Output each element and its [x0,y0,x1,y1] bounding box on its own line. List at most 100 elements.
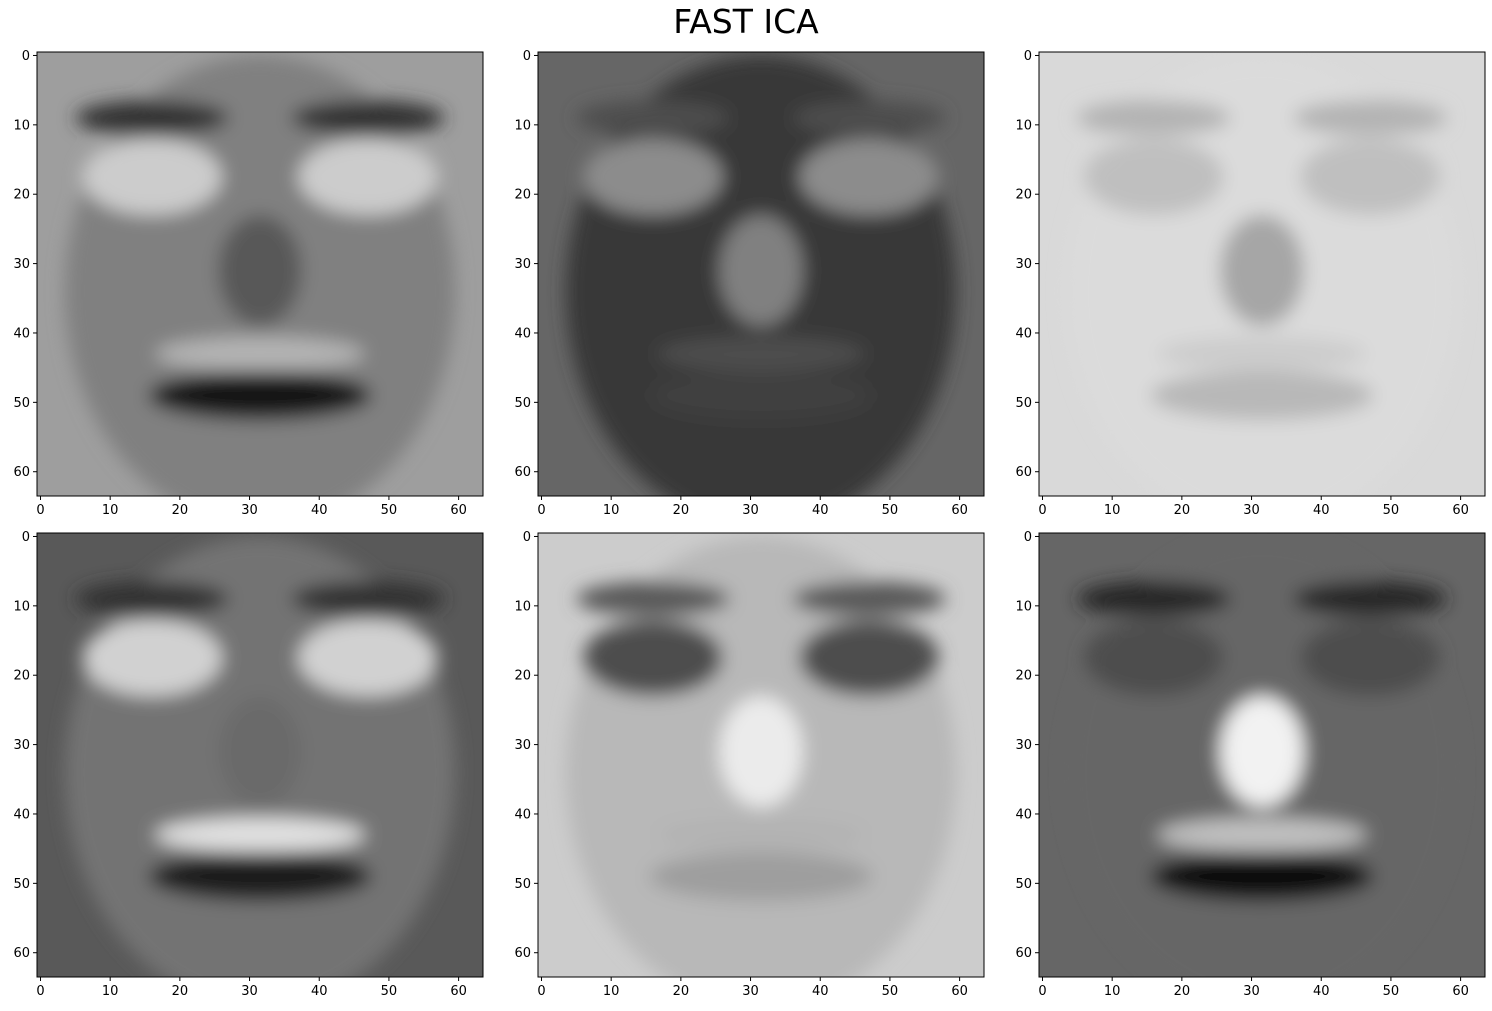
brow-left [576,100,730,136]
brow-right [792,581,946,617]
component-image-4 [37,533,483,977]
y-tick-label: 40 [514,807,531,822]
component-image-5 [538,533,984,977]
eye-right [1300,138,1440,216]
y-tick-label: 20 [13,188,30,203]
x-tick-label: 60 [1452,984,1469,999]
x-tick-label: 30 [241,984,258,999]
x-tick-label: 20 [1174,503,1191,518]
y-tick-label: 60 [13,946,30,961]
mouth-region [1150,371,1374,420]
brow-left [75,100,229,136]
brow-right [1293,581,1447,617]
x-tick-label: 0 [537,984,545,999]
y-tick-label: 0 [1024,530,1032,545]
x-tick-label: 60 [450,984,467,999]
brow-left [1077,100,1231,136]
x-tick-label: 20 [673,503,690,518]
eye-left [82,619,222,697]
y-tick-label: 40 [13,807,30,822]
mouth-region [148,371,372,420]
axes-frame [1038,532,1486,978]
y-tick-label: 60 [1015,946,1032,961]
y-tick-label: 30 [1015,738,1032,753]
y-tick-label: 50 [1015,396,1032,411]
x-tick-label: 50 [882,984,899,999]
x-tick-label: 20 [172,984,189,999]
y-tick-label: 0 [1024,49,1032,64]
x-tick-label: 40 [1313,984,1330,999]
y-tick-label: 0 [523,49,531,64]
upper-lip-region [155,817,365,853]
y-tick-label: 20 [1015,669,1032,684]
mouth-region [1150,852,1374,901]
mouth-region [148,852,372,901]
upper-lip-region [155,336,365,372]
eye-left [583,138,723,216]
eye-right [1300,619,1440,697]
y-tick-label: 50 [514,396,531,411]
x-tick-label: 10 [102,984,119,999]
component-image-1 [37,52,483,496]
y-tick-label: 30 [514,257,531,272]
x-tick-label: 50 [1383,984,1400,999]
eye-right [799,619,939,697]
upper-lip-region [656,817,866,853]
y-tick-label: 10 [1015,118,1032,133]
y-tick-label: 30 [13,257,30,272]
nose-region [719,696,803,808]
y-tick-label: 50 [514,877,531,892]
y-tick-label: 10 [514,118,531,133]
x-tick-label: 30 [742,984,759,999]
eye-left [82,138,222,216]
component-image-2 [538,52,984,496]
x-tick-label: 40 [311,503,328,518]
y-tick-label: 60 [514,946,531,961]
x-tick-label: 10 [102,503,119,518]
x-tick-label: 50 [381,503,398,518]
y-tick-label: 30 [514,738,531,753]
eye-right [298,619,438,697]
x-tick-label: 50 [1383,503,1400,518]
y-tick-label: 60 [1015,465,1032,480]
eye-left [1084,619,1224,697]
brow-right [291,100,445,136]
x-tick-label: 60 [951,984,968,999]
y-tick-label: 30 [13,738,30,753]
x-tick-label: 40 [1313,503,1330,518]
component-image-3 [1039,52,1485,496]
x-tick-label: 10 [603,984,620,999]
y-tick-label: 20 [13,669,30,684]
axes-frame [36,532,484,978]
x-tick-label: 60 [450,503,467,518]
y-tick-label: 40 [514,326,531,341]
mouth-region [649,852,873,901]
y-tick-label: 10 [13,118,30,133]
x-tick-label: 40 [311,984,328,999]
x-tick-label: 0 [537,503,545,518]
nose-region [1220,696,1304,808]
x-tick-label: 20 [673,984,690,999]
y-tick-label: 10 [514,599,531,614]
x-tick-label: 0 [36,503,44,518]
axes-frame [36,51,484,497]
nose-region [218,215,302,327]
x-tick-label: 0 [1038,503,1046,518]
y-tick-label: 50 [13,877,30,892]
nose-region [719,215,803,327]
y-tick-label: 0 [523,530,531,545]
eye-left [1084,138,1224,216]
x-tick-label: 10 [1104,984,1121,999]
y-tick-label: 20 [1015,188,1032,203]
y-tick-label: 50 [13,396,30,411]
y-tick-label: 20 [514,188,531,203]
axes-frame [1038,51,1486,497]
x-tick-label: 60 [1452,503,1469,518]
y-tick-label: 60 [13,465,30,480]
x-tick-label: 20 [1174,984,1191,999]
x-tick-label: 0 [1038,984,1046,999]
upper-lip-region [656,336,866,372]
x-tick-label: 40 [812,503,829,518]
component-image-6 [1039,533,1485,977]
